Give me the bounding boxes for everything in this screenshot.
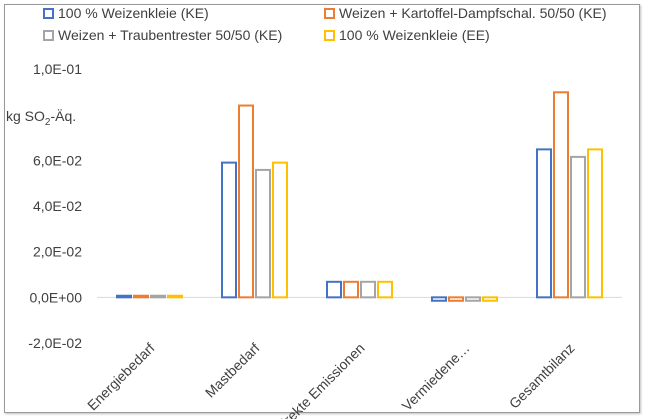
chart-frame [4,4,640,413]
bar [377,280,393,299]
legend-entry: 100 % Weizenkleie (EE) [339,27,490,43]
bar [360,280,376,299]
bar [570,155,586,299]
legend-entry: 100 % Weizenkleie (KE) [58,5,209,21]
bar [431,296,447,302]
bar [221,161,237,299]
bar [255,168,271,299]
category-label: Direkte Emissionen [271,340,368,419]
bar [482,296,498,302]
bar [167,294,183,299]
bar [465,296,481,302]
legend-entry: Weizen + Traubentrester 50/50 (KE) [58,27,282,43]
category-label: Gesamtbilanz [506,340,578,412]
y-tick-label: -2,0E-02 [28,335,82,351]
category-labels: Energiebedarf Mastbedarf Direkte Emissione… [84,340,578,419]
bars [116,91,603,302]
y-tick-label: 4,0E-02 [33,198,82,214]
bar [448,296,464,302]
bar [238,104,254,299]
bar [587,148,603,299]
legend-swatch [324,30,335,41]
legend-swatch [324,8,335,19]
bar [343,280,359,299]
y-axis-label: kg SO2-Äq. [6,108,76,128]
bar [553,91,569,299]
legend-swatch [43,30,54,41]
bar [150,294,166,299]
category-label: Mastbedarf [202,340,263,401]
y-tick-label: 2,0E-02 [33,244,82,260]
category-label: Vermiedene… [399,340,473,414]
legend: 100 % Weizenkleie (KE) Weizen + Kartoffel… [43,5,607,43]
bar [326,280,342,299]
bar [133,294,149,299]
y-tick-label: 0,0E+00 [29,289,82,305]
bar [272,161,288,299]
y-axis-ticks: -2,0E-02 0,0E+00 2,0E-02 4,0E-02 6,0E-02 1,0E… [28,61,82,351]
y-tick-label: 6,0E-02 [33,152,82,168]
category-label: Energiebedarf [84,340,158,414]
y-tick-label: 1,0E-01 [33,61,82,77]
legend-entry: Weizen + Kartoffel-Dampfschal. 50/50 (KE… [339,5,607,21]
bar [536,148,552,299]
legend-swatch [43,8,54,19]
bar [116,294,132,299]
